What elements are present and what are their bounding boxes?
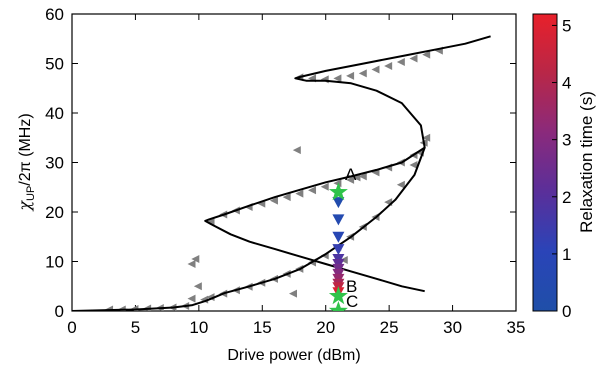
data-marker — [308, 186, 317, 195]
y-axis-label-rest: /2π (MHz) — [17, 113, 34, 185]
colorbar-label: Relaxation time (s) — [577, 91, 596, 233]
data-marker — [292, 146, 301, 155]
star-markers-layer — [328, 182, 348, 311]
x-tick-label: 25 — [380, 318, 399, 337]
x-tick-label: 5 — [131, 318, 140, 337]
fit-curve-line — [72, 35, 491, 311]
data-marker — [422, 133, 431, 142]
annotation-c: C — [346, 292, 358, 311]
relaxation-marker — [332, 244, 345, 256]
relaxation-marker — [332, 214, 345, 226]
y-tick-label: 20 — [45, 203, 64, 222]
y-axis-label-symbol: χ — [15, 200, 34, 212]
colorbar-ticks: 0 1 2 3 4 5 — [552, 16, 571, 321]
colorbar-tick-label: 4 — [562, 74, 571, 93]
data-marker — [384, 61, 393, 70]
annotation-a: A — [345, 165, 357, 184]
data-marker — [269, 196, 278, 205]
colorbar-tick-label: 1 — [562, 245, 571, 264]
x-tick-label: 30 — [443, 318, 462, 337]
plot-frame — [71, 13, 517, 312]
y-tick-label: 60 — [45, 5, 64, 24]
data-marker — [409, 54, 418, 63]
annotation-b: B — [346, 277, 357, 296]
colorbar-tick-label: 0 — [562, 302, 571, 321]
y-tick-label: 10 — [45, 253, 64, 272]
x-tick-label: 0 — [67, 318, 76, 337]
data-marker — [282, 193, 291, 202]
data-marker — [346, 175, 355, 184]
data-marker — [358, 69, 367, 78]
y-axis-label-sub: UP — [25, 186, 37, 201]
y-tick-label: 50 — [45, 55, 64, 74]
data-marker — [333, 74, 342, 83]
x-axis-label: Drive power (dBm) — [227, 347, 360, 364]
data-marker — [320, 182, 329, 191]
data-marker — [187, 259, 196, 268]
star-marker-c — [328, 301, 348, 311]
star-marker-a — [328, 182, 348, 201]
colorbar-tick-label: 2 — [562, 188, 571, 207]
data-marker — [193, 282, 202, 291]
colorbar-tick-label: 5 — [562, 16, 571, 35]
colorbar-tick-label: 3 — [562, 131, 571, 150]
data-marker — [358, 172, 367, 181]
data-marker — [396, 180, 405, 189]
x-axis-ticks: 0 5 10 15 20 25 30 35 — [67, 14, 525, 337]
data-marker — [422, 50, 431, 59]
y-tick-label: 30 — [45, 154, 64, 173]
x-tick-label: 35 — [507, 318, 526, 337]
colorbar — [532, 13, 558, 312]
relaxation-marker — [332, 231, 345, 243]
x-tick-label: 15 — [253, 318, 272, 337]
y-axis-ticks: 0 10 20 30 40 50 60 — [45, 5, 516, 321]
data-marker — [346, 71, 355, 80]
data-marker — [191, 255, 200, 264]
x-tick-label: 20 — [316, 318, 335, 337]
relaxation-marker — [332, 197, 345, 209]
y-axis-label: χUP/2π (MHz) — [15, 113, 37, 211]
x-tick-label: 10 — [189, 318, 208, 337]
y-tick-label: 0 — [55, 302, 64, 321]
y-tick-label: 40 — [45, 104, 64, 123]
data-marker — [187, 294, 196, 303]
star-marker-b — [328, 286, 348, 305]
data-marker — [409, 160, 418, 169]
data-marker — [371, 65, 380, 74]
data-marker — [396, 58, 405, 67]
data-marker — [295, 189, 304, 198]
data-marker — [289, 289, 297, 298]
